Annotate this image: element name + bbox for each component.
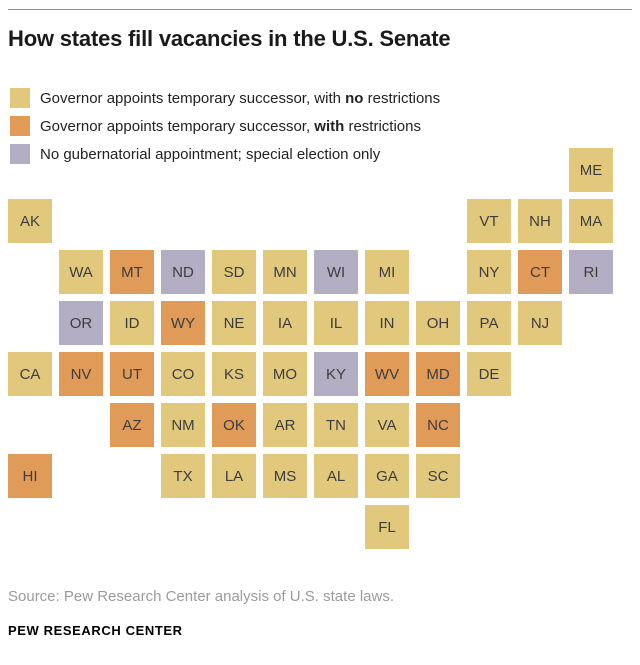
state-tile-or: OR [59, 301, 103, 345]
state-tile-tx: TX [161, 454, 205, 498]
state-tile-mt: MT [110, 250, 154, 294]
state-tile-ok: OK [212, 403, 256, 447]
state-tile-sd: SD [212, 250, 256, 294]
legend-swatch-no-restrictions [10, 88, 30, 108]
legend-label-no-restrictions: Governor appoints temporary successor, w… [40, 89, 441, 107]
legend-swatch-special-election [10, 144, 30, 164]
state-tile-wa: WA [59, 250, 103, 294]
state-tile-sc: SC [416, 454, 460, 498]
state-tile-in: IN [365, 301, 409, 345]
state-tile-ma: MA [569, 199, 613, 243]
legend: Governor appoints temporary successor, w… [10, 84, 440, 168]
state-tile-ca: CA [8, 352, 52, 396]
state-tile-ri: RI [569, 250, 613, 294]
state-tile-oh: OH [416, 301, 460, 345]
top-rule [8, 9, 632, 10]
state-tile-hi: HI [8, 454, 52, 498]
state-tile-nm: NM [161, 403, 205, 447]
state-tile-al: AL [314, 454, 358, 498]
source-note: Source: Pew Research Center analysis of … [8, 588, 395, 605]
state-tile-ut: UT [110, 352, 154, 396]
state-tile-ga: GA [365, 454, 409, 498]
state-tile-wi: WI [314, 250, 358, 294]
state-tile-wv: WV [365, 352, 409, 396]
legend-item-no-restrictions: Governor appoints temporary successor, w… [10, 84, 440, 112]
state-tile-ct: CT [518, 250, 562, 294]
state-tile-nh: NH [518, 199, 562, 243]
state-tile-md: MD [416, 352, 460, 396]
legend-swatch-with-restrictions [10, 116, 30, 136]
state-tile-mo: MO [263, 352, 307, 396]
state-tile-mn: MN [263, 250, 307, 294]
legend-item-special-election: No gubernatorial appointment; special el… [10, 140, 440, 168]
state-tile-id: ID [110, 301, 154, 345]
legend-label-special-election: No gubernatorial appointment; special el… [40, 145, 381, 163]
state-tile-nj: NJ [518, 301, 562, 345]
state-tile-pa: PA [467, 301, 511, 345]
state-tile-me: ME [569, 148, 613, 192]
state-tile-il: IL [314, 301, 358, 345]
state-tile-ky: KY [314, 352, 358, 396]
state-tile-ms: MS [263, 454, 307, 498]
tile-grid-map: ME AK VT NH MA WA MT ND SD MN WI MI NY CT RI OR ID WY NE IA… [8, 148, 621, 549]
state-tile-co: CO [161, 352, 205, 396]
state-tile-vt: VT [467, 199, 511, 243]
state-tile-tn: TN [314, 403, 358, 447]
legend-item-with-restrictions: Governor appoints temporary successor, w… [10, 112, 440, 140]
state-tile-nd: ND [161, 250, 205, 294]
state-tile-mi: MI [365, 250, 409, 294]
state-tile-wy: WY [161, 301, 205, 345]
state-tile-ks: KS [212, 352, 256, 396]
state-tile-az: AZ [110, 403, 154, 447]
page-title: How states fill vacancies in the U.S. Se… [8, 26, 451, 51]
state-tile-ia: IA [263, 301, 307, 345]
state-tile-nc: NC [416, 403, 460, 447]
brand-pew-research-center: PEW RESEARCH CENTER [8, 623, 183, 638]
state-tile-de: DE [467, 352, 511, 396]
state-tile-ny: NY [467, 250, 511, 294]
state-tile-la: LA [212, 454, 256, 498]
legend-label-with-restrictions: Governor appoints temporary successor, w… [40, 117, 421, 135]
state-tile-va: VA [365, 403, 409, 447]
state-tile-nv: NV [59, 352, 103, 396]
state-tile-ar: AR [263, 403, 307, 447]
state-tile-fl: FL [365, 505, 409, 549]
state-tile-ne: NE [212, 301, 256, 345]
state-tile-ak: AK [8, 199, 52, 243]
